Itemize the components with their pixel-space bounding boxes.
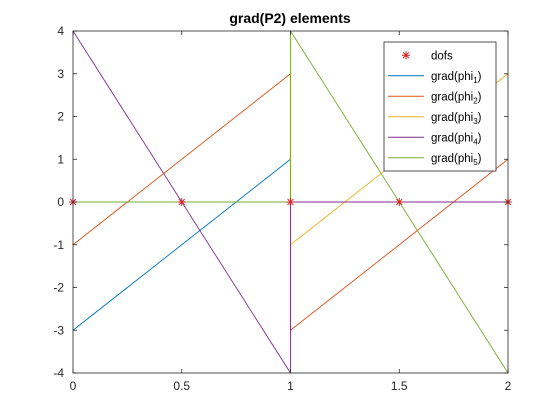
series-2-segment-1 [72,73,291,246]
legend-label-2: grad(phi2) [431,91,482,105]
legend-box [383,41,497,172]
x-tick-label: 1 [287,379,294,393]
dof-marker [286,198,295,206]
legend-dofs-marker [402,51,410,60]
x-tick-label: 1.5 [391,379,408,393]
y-tick-label: 3 [57,67,64,81]
legend-label-dofs: dofs [431,50,453,62]
chart-title: grad(P2) elements [229,10,351,26]
y-tick-label: 4 [57,24,64,38]
legend-entry-2: grad(phi2) [388,91,482,105]
x-tick-label: 2 [505,379,512,393]
legend-label-3: grad(phi3) [431,112,482,126]
y-tick-label: -2 [53,281,64,295]
legend-label-1: grad(phi1) [431,71,482,85]
y-tick-label: -1 [53,238,64,252]
y-tick-label: 0 [57,195,64,209]
x-tick-label: 0.5 [173,379,190,393]
legend-label-5: grad(phi5) [431,153,482,167]
legend-label-4: grad(phi4) [431,132,482,146]
y-tick-label: -4 [53,366,64,380]
legend-entry-dofs: dofs [402,50,453,62]
y-tick-label: 2 [57,110,64,124]
legend-entry-1: grad(phi1) [388,71,482,85]
axes: 0 0.5 1 1.5 2 -4 -3 -2 -1 0 1 2 3 4 [53,24,511,393]
legend: dofs grad(phi1) grad(phi2) grad(phi3) grad(p… [383,41,497,172]
dof-marker [177,198,186,206]
legend-entry-3: grad(phi3) [388,112,482,126]
series-1-segment-1 [72,158,291,331]
legend-entry-4: grad(phi4) [388,132,482,146]
y-tick-label: -3 [53,323,64,337]
series-2-segment-3 [290,158,509,331]
x-tick-label: 0 [70,379,77,393]
legend-entry-5: grad(phi5) [388,153,482,167]
y-tick-label: 1 [57,152,64,166]
dof-marker [395,198,404,206]
